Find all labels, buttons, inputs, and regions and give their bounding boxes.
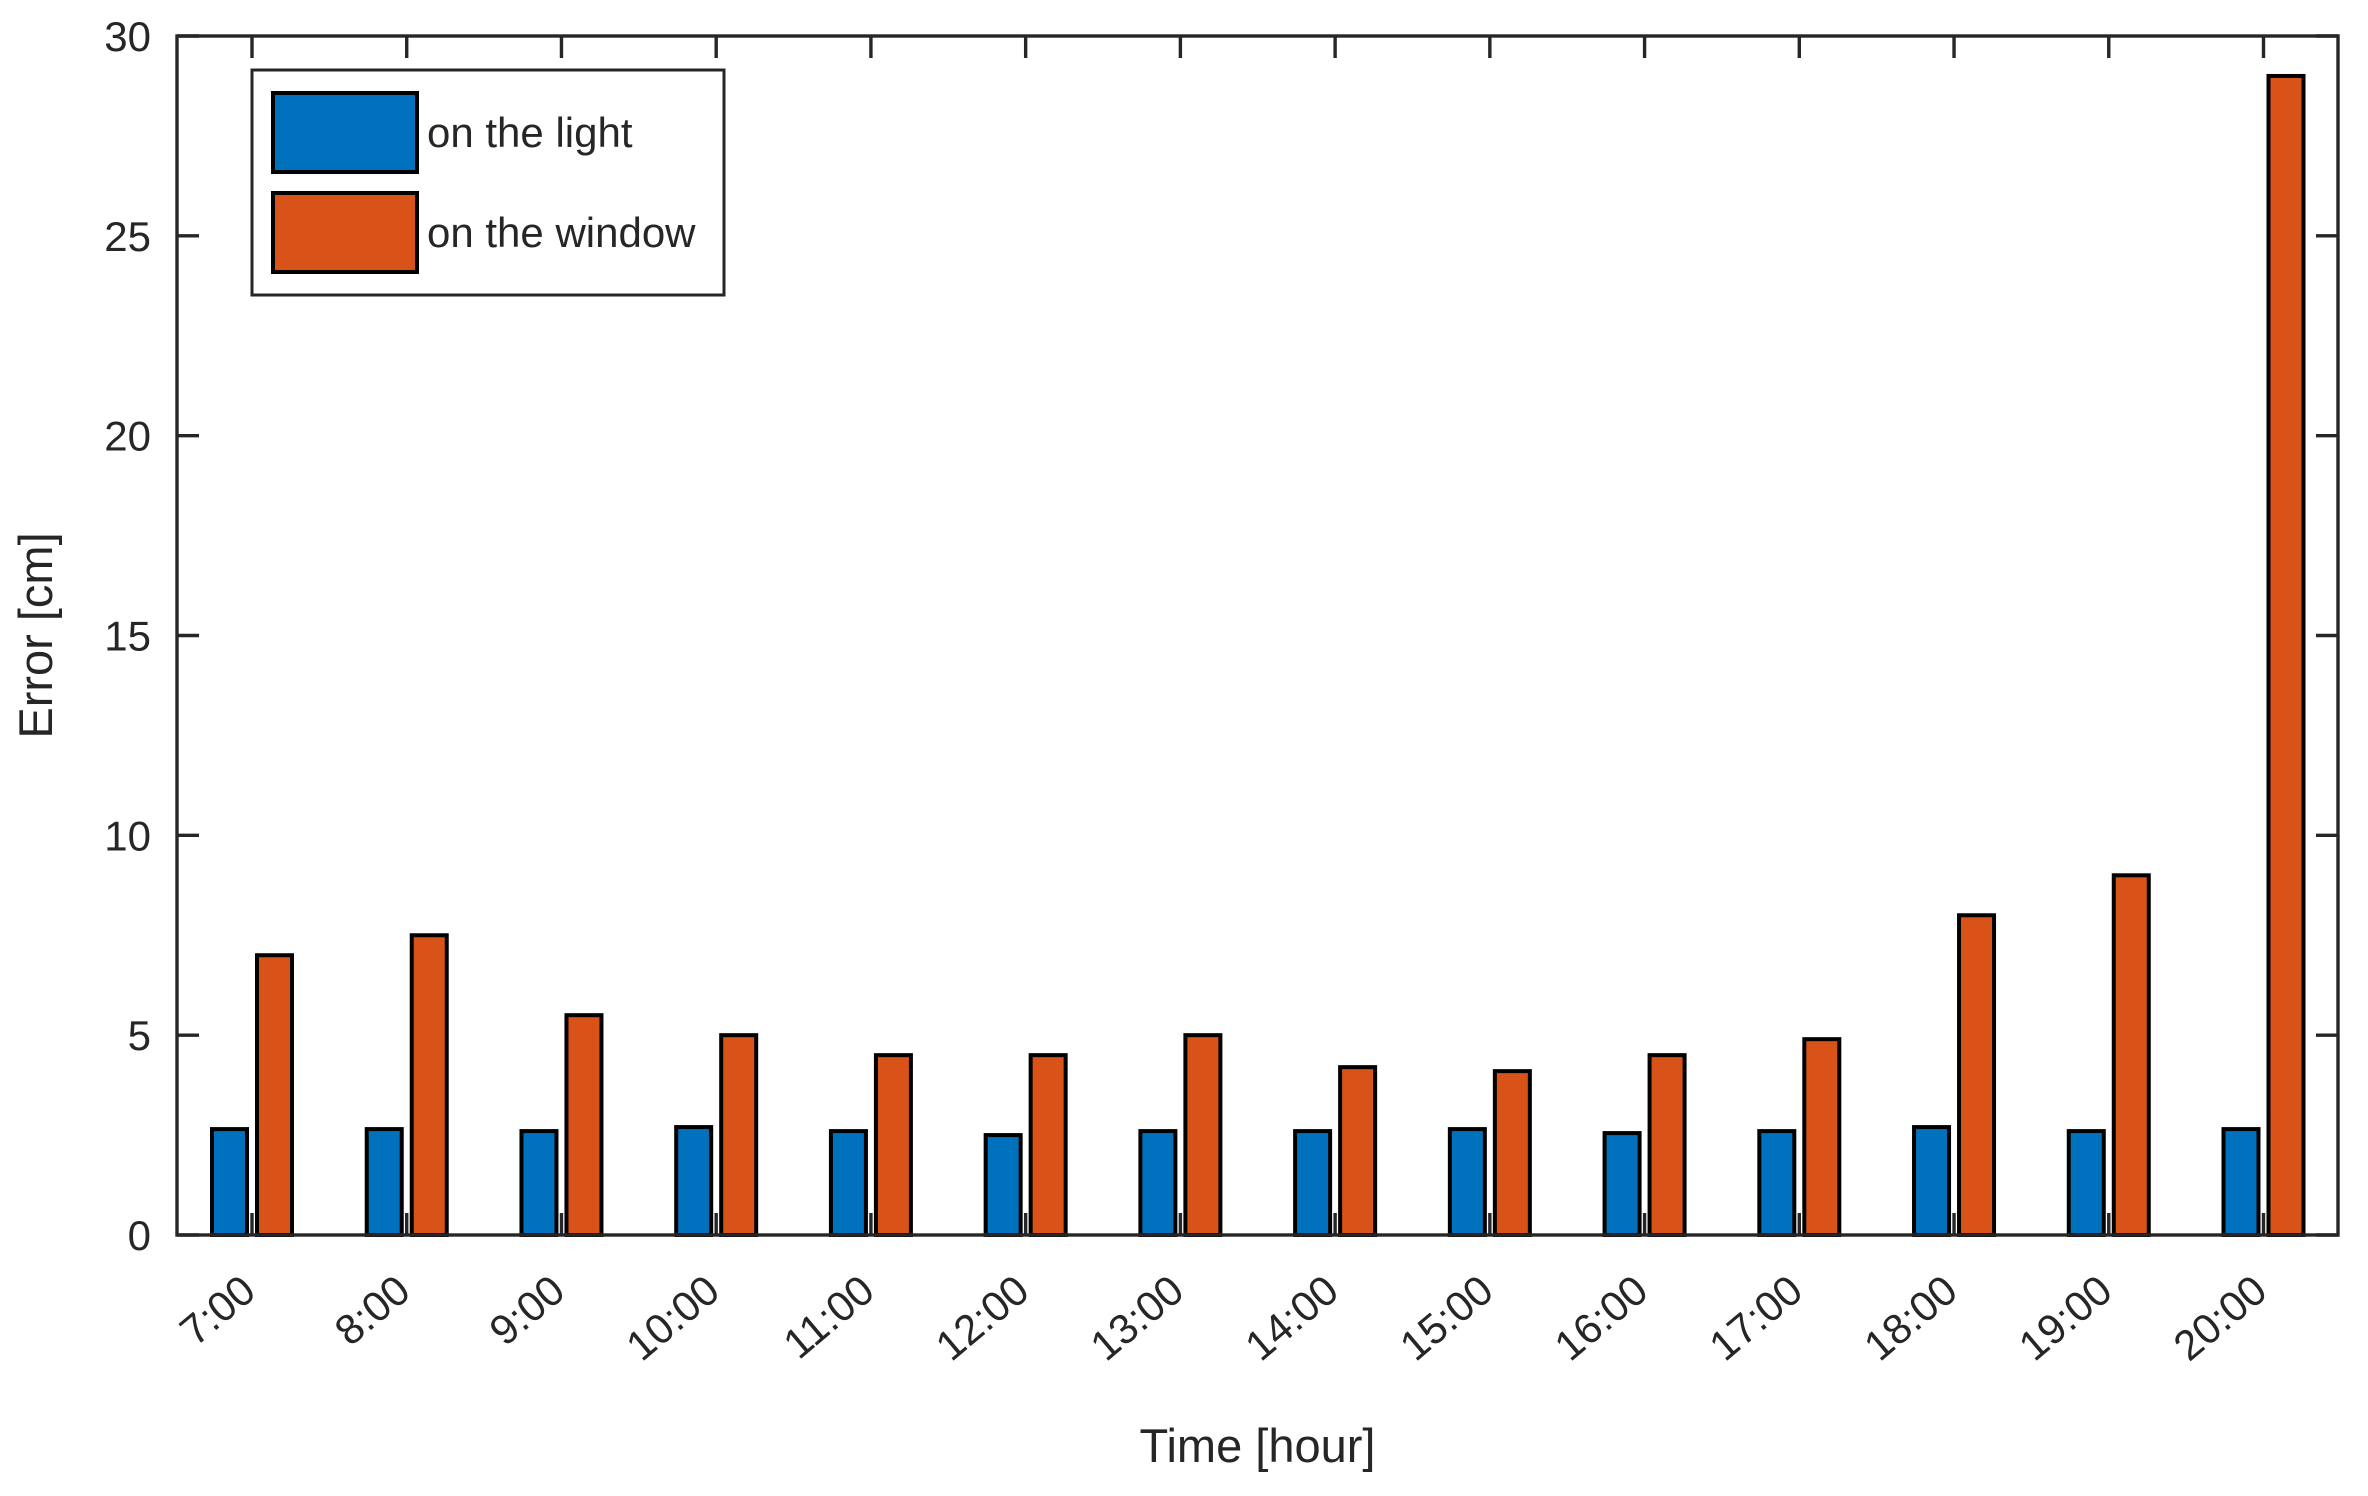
legend: on the light on the window [250,68,726,297]
x-tick-label: 10:00 [617,1266,728,1370]
x-tick-label: 14:00 [1236,1266,1347,1370]
axes-layer [175,34,2340,1237]
bar-on-the-window-18:00 [1957,913,1997,1237]
x-tick-label: 16:00 [1546,1266,1657,1370]
y-tick-label: 20 [104,413,151,460]
bar-on-the-light-7:00 [210,1127,249,1238]
legend-label: on the light [427,109,633,156]
x-tick-label: 12:00 [927,1266,1038,1370]
bar-on-the-window-9:00 [564,1013,604,1238]
bar-on-the-light-8:00 [364,1127,404,1238]
bar-on-the-light-14:00 [1293,1129,1333,1237]
x-tick-label: 8:00 [326,1266,419,1355]
x-tick-label: 20:00 [2165,1266,2276,1370]
bar-on-the-light-17:00 [1757,1129,1797,1237]
bar-on-the-light-18:00 [1912,1125,1952,1237]
bar-on-the-light-9:00 [519,1129,559,1237]
x-tick-label: 9:00 [480,1266,573,1355]
x-tick-label: 15:00 [1391,1266,1502,1370]
x-tick-label: 17:00 [1700,1266,1811,1370]
bar-on-the-window-7:00 [255,953,294,1237]
bar-on-the-window-8:00 [409,933,449,1237]
y-tick-label: 10 [104,812,151,859]
y-tick-label: 15 [104,613,151,660]
y-tick-label: 30 [104,13,151,60]
bar-on-the-window-12:00 [1028,1053,1068,1238]
x-axis-title: Time [hour] [1140,1419,1376,1472]
y-tick-label: 25 [104,213,151,260]
y-tick-label: 0 [128,1212,151,1259]
bar-on-the-window-15:00 [1492,1069,1532,1238]
bar-on-the-window-14:00 [1338,1065,1378,1238]
x-tick-label: 19:00 [2010,1266,2121,1370]
legend-label: on the window [427,209,696,256]
bar-on-the-light-12:00 [983,1133,1023,1238]
bar-on-the-window-17:00 [1802,1037,1842,1237]
x-tick-label: 7:00 [171,1266,264,1355]
x-tick-label: 18:00 [1855,1266,1966,1370]
y-axis-title: Error [cm] [9,532,62,738]
bar-on-the-window-19:00 [2111,873,2151,1237]
bar-on-the-window-10:00 [719,1033,759,1237]
bars-layer [210,73,2306,1238]
legend-swatch-on-the-window [271,191,419,274]
bar-on-the-window-13:00 [1183,1033,1223,1237]
x-tick-label: 13:00 [1081,1266,1192,1370]
bar-on-the-light-10:00 [674,1125,714,1237]
bar-on-the-window-16:00 [1647,1053,1687,1238]
bar-on-the-light-19:00 [2066,1129,2106,1237]
bar-on-the-light-16:00 [1602,1131,1642,1237]
bar-on-the-light-20:00 [2221,1127,2261,1238]
bar-on-the-light-15:00 [1447,1127,1487,1238]
bar-on-the-window-20:00 [2266,73,2306,1237]
bar-on-the-light-11:00 [828,1129,868,1237]
legend-swatch-on-the-light [271,91,419,174]
bar-on-the-light-13:00 [1138,1129,1178,1237]
x-tick-label: 11:00 [774,1266,882,1368]
y-tick-label: 5 [128,1012,151,1059]
bar-on-the-window-11:00 [873,1053,913,1238]
